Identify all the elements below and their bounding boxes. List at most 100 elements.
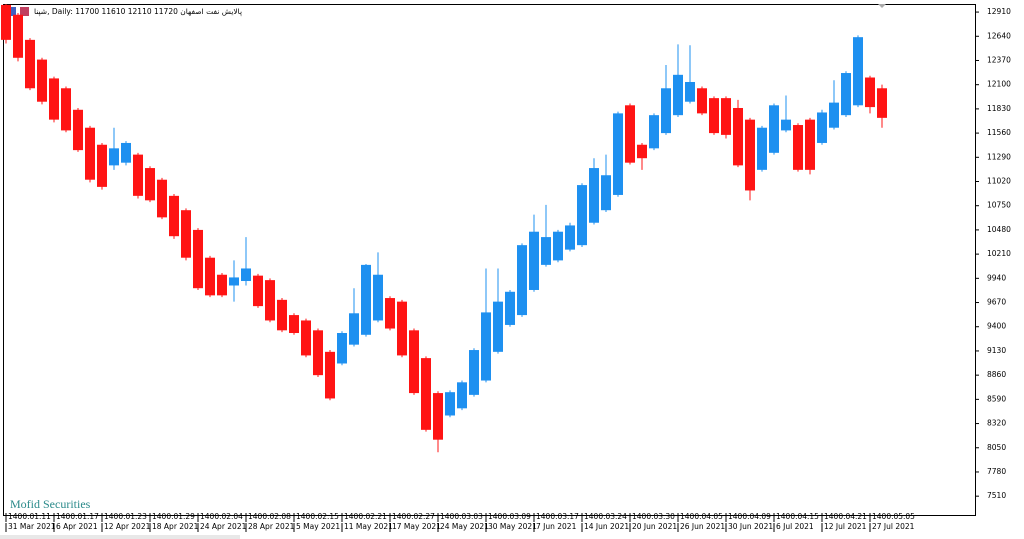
separator: , [47, 7, 52, 16]
y-tick-label: 8320 [987, 419, 1006, 428]
scrollbar [0, 535, 240, 539]
candle-body [481, 312, 491, 381]
y-tick-label: 11830 [987, 104, 1011, 113]
x-tick-label: 31 Mar 2021 [8, 522, 56, 531]
candle-body [637, 144, 647, 159]
timeframe: Daily [52, 7, 72, 16]
candle-body [277, 299, 287, 331]
candle-body [433, 393, 443, 440]
candle-body [73, 109, 83, 151]
candle-body [313, 330, 323, 376]
y-tick-label: 11290 [987, 152, 1011, 161]
candle-body [205, 257, 215, 296]
x-tick-label: 5 May 2021 [296, 522, 340, 531]
y-tick-label: 8860 [987, 370, 1006, 379]
candle-body [109, 148, 119, 166]
x-tick-label-jalali: 1400.03.30 [632, 512, 675, 521]
candle-body [745, 119, 755, 191]
candle-body [397, 301, 407, 356]
candle-body [445, 392, 455, 416]
candle-body [409, 330, 419, 394]
candle-body [37, 59, 47, 102]
candle-body [661, 88, 671, 134]
candle-body [877, 88, 887, 118]
x-tick-label-jalali: 1400.02.21 [344, 512, 387, 521]
candle-body [625, 105, 635, 163]
x-tick-label: 12 Jul 2021 [824, 522, 867, 531]
candle-body [145, 168, 155, 201]
x-tick-label-jalali: 1400.02.08 [248, 512, 291, 521]
y-tick-label: 8050 [987, 443, 1006, 452]
x-tick-label-jalali: 1400.03.17 [536, 512, 579, 521]
y-tick-label: 7780 [987, 467, 1006, 476]
x-tick-label: 27 Jul 2021 [872, 522, 915, 531]
candle-body [373, 274, 383, 321]
separator: : [70, 7, 75, 16]
candle-body [613, 113, 623, 195]
y-tick-label: 8590 [987, 394, 1006, 403]
candle-body [241, 268, 251, 282]
x-tick-label-jalali: 1400.05.05 [872, 512, 915, 521]
x-tick-label-jalali: 1400.02.27 [392, 512, 435, 521]
candle-body [505, 291, 515, 325]
candle-body [865, 77, 875, 108]
candle-body [589, 168, 599, 223]
candle-body [325, 351, 335, 399]
candle-body [49, 78, 59, 120]
y-tick-label: 9940 [987, 273, 1006, 282]
x-tick-label: 6 Apr 2021 [56, 522, 98, 531]
candle-body [649, 115, 659, 149]
candle-body [805, 119, 815, 170]
symbol-icon [20, 7, 29, 16]
candle-body [253, 275, 263, 307]
candle-body [709, 98, 719, 134]
x-tick-label: 24 May 2021 [440, 522, 489, 531]
x-tick-label-jalali: 1400.04.15 [776, 512, 819, 521]
y-tick-label: 7510 [987, 491, 1006, 500]
candle-body [133, 154, 143, 196]
y-tick-label: 11560 [987, 128, 1011, 137]
candle-body [421, 358, 431, 430]
candle-body [553, 231, 563, 261]
candle-body [673, 74, 683, 116]
candle-body [601, 175, 611, 211]
x-tick-label-jalali: 1400.02.15 [296, 512, 339, 521]
quote-low: 11610 [102, 7, 126, 16]
candle-body [157, 179, 167, 218]
candle-body [25, 39, 35, 89]
candle-body [217, 274, 227, 296]
y-tick-label: 10210 [987, 249, 1011, 258]
quote-high: 12110 [128, 7, 152, 16]
quote-close: 11720 [154, 7, 178, 16]
candle-body [169, 195, 179, 237]
symbol: شپنا [34, 7, 47, 16]
x-tick-label: 12 Apr 2021 [104, 522, 151, 531]
symbol-icon [7, 7, 16, 16]
instrument-name: پالایش نفت اصفهان [180, 7, 242, 16]
candle-body [469, 350, 479, 395]
x-tick-label: 17 May 2021 [392, 522, 441, 531]
y-tick-label: 10480 [987, 225, 1011, 234]
y-tick-label: 12910 [987, 7, 1011, 16]
x-tick-label: 30 Jun 2021 [728, 522, 773, 531]
candle-body [793, 125, 803, 170]
candle-body [493, 301, 503, 352]
chart-header: شپنا, Daily: 11700 11610 12110 11720 پال… [34, 7, 242, 16]
candle-body [301, 320, 311, 356]
candle-body [721, 98, 731, 135]
x-tick-label: 7 Jun 2021 [536, 522, 577, 531]
y-tick-label: 10750 [987, 201, 1011, 210]
candle-body [181, 210, 191, 258]
candle-body [61, 88, 71, 131]
x-tick-label-jalali: 1400.04.09 [728, 512, 771, 521]
candle-body [1, 4, 11, 40]
candle-body [457, 382, 467, 409]
candle-body [817, 112, 827, 143]
candle-body [841, 73, 851, 116]
candle-body [853, 37, 863, 106]
x-tick-label: 20 Jun 2021 [632, 522, 677, 531]
y-tick-label: 9670 [987, 298, 1006, 307]
candle-body [229, 277, 239, 286]
y-tick-label: 12100 [987, 80, 1011, 89]
